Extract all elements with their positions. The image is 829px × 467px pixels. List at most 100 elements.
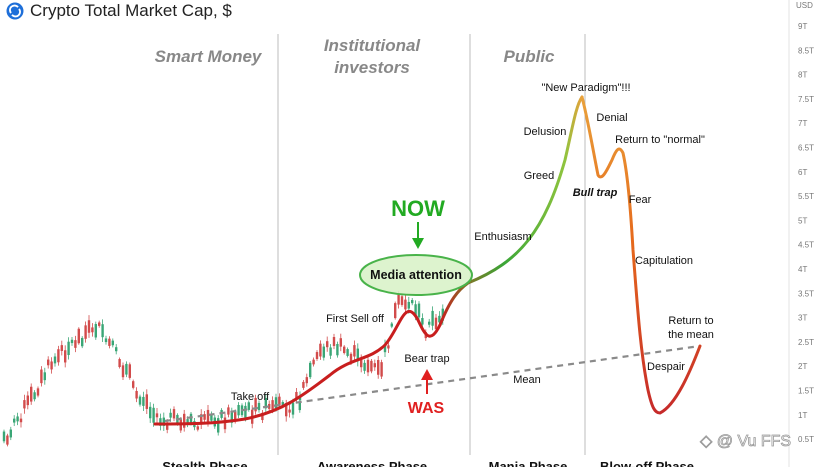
candle-body [217,418,220,433]
y-tick-label: 2T [798,362,807,371]
candle-body [295,391,298,399]
y-tick-label: 8.5T [798,46,814,55]
annotation-fear: Fear [629,194,652,206]
y-tick-label: 3T [798,314,807,323]
cycle-logo-icon [6,2,24,20]
candle-body [138,396,142,405]
candle-body [206,409,210,422]
candle-body [84,325,87,339]
candle-body [312,359,315,365]
candle-body [336,343,339,356]
y-axis-unit: USD [796,1,813,10]
phase-bottom-label: Awareness Phase [317,459,427,467]
annotation-delusion: Delusion [524,126,567,138]
phase-label-institutional: Institutional [324,36,422,55]
y-tick-label: 7T [798,119,807,128]
candle-body [33,392,36,400]
annotation-capitulation: Capitulation [635,255,693,267]
candle-body [278,396,281,406]
candle-body [237,404,240,416]
candle-body [40,369,43,384]
y-tick-label: 4T [798,265,807,274]
candle-body [16,416,19,422]
candle-body [281,402,284,407]
candle-body [172,409,176,419]
candle-body [363,362,366,371]
candle-body [373,363,376,368]
candle-body [13,418,16,423]
candle-body [298,402,301,411]
candle-body [322,346,325,358]
candle-body [383,344,387,353]
candle-body [203,414,206,420]
candle-body [305,377,308,384]
candle-body [390,323,393,327]
candle-body [115,347,118,352]
candle-body [315,352,319,359]
mean-trendline [164,344,701,423]
media-attention-ellipse [359,254,473,296]
candle-body [387,345,390,349]
candle-body [417,303,421,318]
candle-body [101,324,104,338]
candle-body [360,359,363,368]
annotation-enthusiasm: Enthusiasm [474,231,531,243]
phase-bottom-label: Stealth Phase [162,459,247,467]
candle-body [74,340,77,348]
candle-body [159,418,162,426]
candle-body [377,360,380,375]
candle-body [70,339,74,344]
candle-body [271,400,274,410]
candle-body [411,300,414,304]
candle-body [155,413,159,418]
candle-body [227,407,230,415]
annotation-bear-trap: Bear trap [404,353,449,365]
candle-body [200,414,203,424]
candle-body [125,363,128,375]
candle-body [19,418,23,423]
was-arrow-head [421,369,433,380]
candle-body [291,402,295,415]
candle-body [319,343,322,357]
y-tick-label: 1T [798,411,807,420]
candle-body [394,303,397,319]
candle-body [43,372,46,381]
candle-body [111,340,114,346]
candle-body [104,338,108,343]
annotation-despair: Despair [647,361,685,373]
candle-body [254,397,257,412]
candle-body [332,337,336,346]
candle-body [6,435,9,445]
candle-body [9,429,12,438]
candle-body [257,402,261,411]
candle-body [434,317,438,330]
cycle-curve-mania [438,95,584,327]
y-tick-label: 2.5T [798,338,814,347]
candle-body [400,296,404,305]
phase-bottom-label: Blow-off Phase [600,459,694,467]
y-tick-label: 6.5T [798,144,814,153]
candle-body [91,327,94,333]
candle-body [288,409,291,413]
candle-body [60,345,63,351]
candle-body [196,426,199,430]
candle-body [169,412,172,418]
candle-body [108,338,111,346]
candle-body [343,346,346,354]
annotation-bull-trap: Bull trap [573,187,618,199]
y-tick-label: 8T [798,71,807,80]
candle-body [118,359,121,368]
candle-body [428,321,431,325]
phase-label-public: Public [503,47,555,66]
annotation-denial: Denial [596,112,627,124]
candle-body [47,359,50,366]
candle-body [81,337,84,347]
candle-body [346,349,349,356]
candle-body [244,405,247,418]
chart-title: Crypto Total Market Cap, $ [30,1,232,20]
candle-body [349,353,353,364]
candle-body [23,400,26,409]
phase-bottom-label: Mania Phase [489,459,568,467]
annotation-take-off: Take off [231,391,270,403]
candle-body [309,362,312,378]
